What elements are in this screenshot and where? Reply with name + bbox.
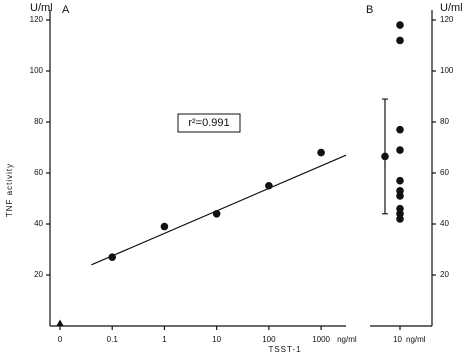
- y-unit: U/ml: [30, 2, 53, 14]
- data-point: [317, 148, 325, 157]
- data-point: [108, 253, 117, 261]
- x-tick-label: 0: [58, 335, 63, 344]
- y-axis-title: TNF activity: [5, 163, 14, 217]
- x-tick-label: 10: [393, 335, 402, 344]
- control-point: [56, 319, 64, 327]
- y-tick-label: 120: [30, 15, 44, 24]
- data-point: [265, 181, 273, 190]
- data-point: [396, 21, 404, 29]
- y-tick-label: 80: [440, 117, 449, 126]
- data-point: [396, 176, 404, 185]
- annotation-box: [177, 113, 241, 133]
- x-tick-label: 1000: [312, 335, 330, 344]
- x-tick-label: 100: [262, 335, 276, 344]
- y-tick-label: 80: [34, 117, 43, 126]
- x-tick-label: 1: [162, 335, 167, 344]
- y-tick-label: 20: [34, 270, 43, 279]
- data-point: [396, 192, 404, 200]
- x-axis-title: TSST-1: [268, 345, 301, 354]
- y-tick-label: 100: [30, 66, 44, 75]
- mean-point: [381, 152, 389, 161]
- panel-label: B: [366, 4, 373, 16]
- y-tick-label: 120: [440, 15, 454, 24]
- data-point: [396, 125, 404, 134]
- y-tick-label: 60: [440, 168, 449, 177]
- x-unit: ng/ml: [406, 335, 426, 344]
- y-tick-label: 100: [440, 66, 454, 75]
- y-tick-label: 20: [440, 270, 449, 279]
- y-unit: U/ml: [440, 2, 463, 14]
- data-point: [396, 36, 404, 45]
- x-tick-label: 10: [212, 335, 221, 344]
- regression-line: [91, 154, 347, 266]
- x-tick-label: 0.1: [107, 335, 119, 344]
- annotation: r²=0.991: [188, 117, 229, 129]
- y-tick-label: 40: [34, 219, 43, 228]
- y-tick-label: 60: [34, 168, 43, 177]
- panel-label: A: [62, 4, 70, 16]
- y-tick-label: 40: [440, 219, 449, 228]
- x-unit: ng/ml: [337, 335, 357, 344]
- data-point: [212, 210, 221, 218]
- data-point: [396, 146, 404, 154]
- data-point: [396, 215, 404, 223]
- data-point: [160, 222, 169, 231]
